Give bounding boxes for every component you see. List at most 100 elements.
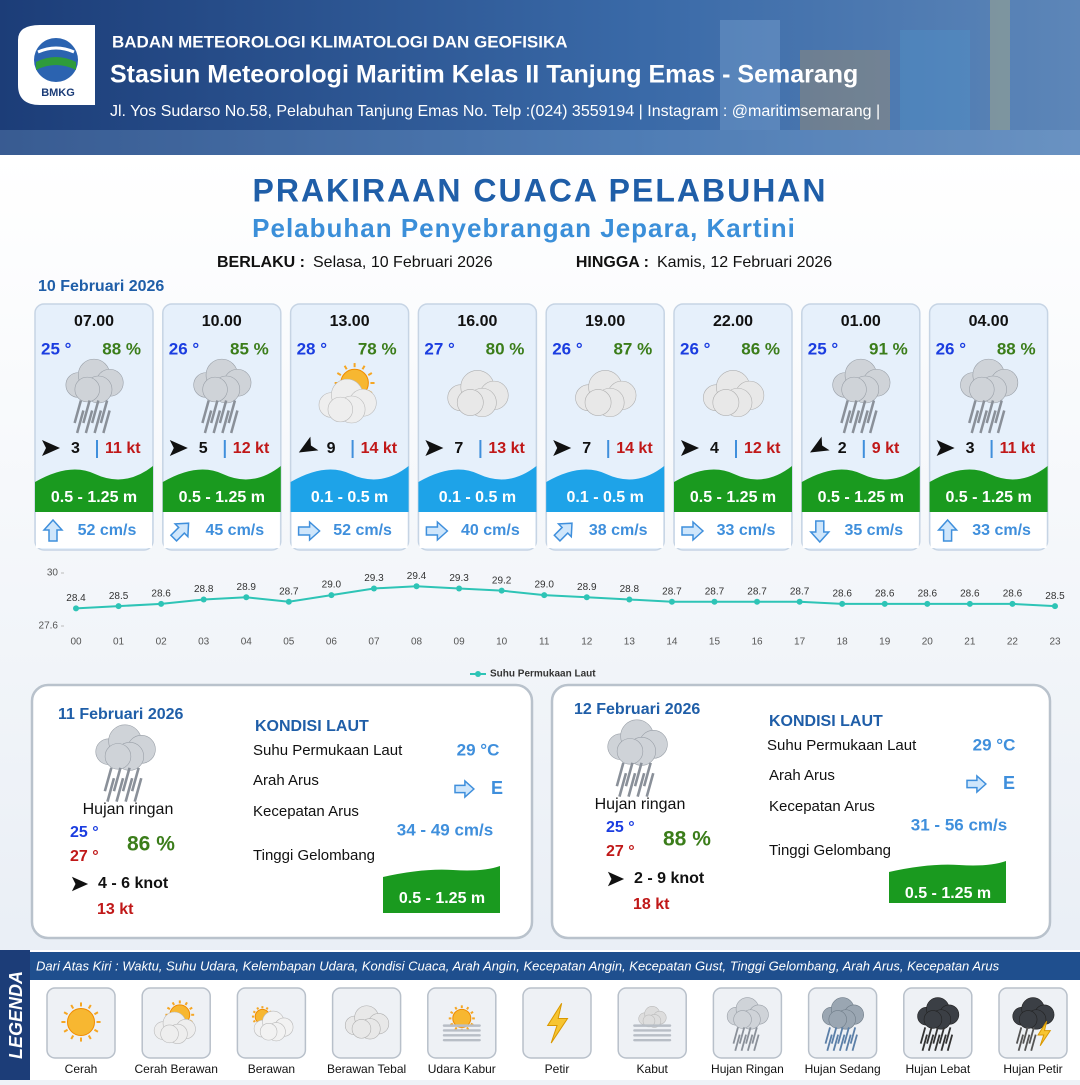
rain-drop <box>996 410 1006 434</box>
cloud-part <box>969 376 995 403</box>
rain-drop <box>970 410 980 434</box>
rain-drop <box>212 410 222 434</box>
air-temp: 26 ° <box>936 339 967 358</box>
wind-speed: 4 <box>710 440 719 457</box>
sun-ray <box>184 1001 188 1006</box>
time: 19.00 <box>585 313 625 330</box>
sea-heading: KONDISI LAUT <box>255 718 369 735</box>
humidity: 86 % <box>741 339 780 358</box>
sst-point <box>200 596 207 603</box>
data-label: 28.7 <box>790 586 810 597</box>
current-arrow <box>966 774 988 794</box>
wind-arrow <box>298 436 319 453</box>
sun-ray <box>63 1028 69 1033</box>
condition: Hujan ringan <box>595 796 686 813</box>
sst-point <box>541 592 548 599</box>
rain-drop <box>738 1027 746 1044</box>
current-arrow <box>169 522 190 542</box>
rain-drop <box>1022 1027 1029 1044</box>
x-tick-label: 05 <box>283 637 295 648</box>
weather-icon <box>442 1005 481 1042</box>
rain-drop <box>115 777 125 802</box>
sun-ray <box>252 1019 256 1023</box>
rain-drop <box>633 762 643 787</box>
legend-label: Berawan <box>248 1062 295 1076</box>
sun-ray <box>343 365 348 370</box>
weather-icon <box>447 370 509 418</box>
sst-point <box>796 598 803 605</box>
from-date: Selasa, 10 Februari 2026 <box>313 254 493 271</box>
sun-ray <box>470 1011 474 1015</box>
sst: 29 °C <box>973 735 1016 754</box>
rain-drop <box>826 1034 833 1052</box>
rain-drop <box>106 777 116 802</box>
wave-height: 0.5 - 1.25 m <box>399 890 485 907</box>
data-label: 28.9 <box>577 582 597 593</box>
temp-max: 27 ° <box>70 848 99 865</box>
wind-range: 4 - 6 knot <box>98 875 169 892</box>
sst-point <box>924 600 931 607</box>
sun-ray <box>466 1006 470 1010</box>
humidity: 88 % <box>102 339 141 358</box>
rain-drop <box>112 767 122 792</box>
day-date: 11 Februari 2026 <box>58 706 184 723</box>
day-date: 10 Februari 2026 <box>38 278 164 295</box>
rain-drop <box>1030 1034 1037 1052</box>
legend-label: Suhu Permukaan Laut <box>490 669 596 680</box>
x-tick-label: 01 <box>113 637 125 648</box>
time: 04.00 <box>969 313 1009 330</box>
data-label: 29.3 <box>364 573 384 584</box>
weather-icon <box>1012 997 1055 1052</box>
cloud-part <box>1018 1010 1038 1029</box>
sun-ray <box>87 1004 92 1010</box>
air-temp: 26 ° <box>169 339 200 358</box>
time: 01.00 <box>841 313 881 330</box>
sst-point <box>370 585 377 592</box>
sst-point <box>115 603 122 610</box>
data-label: 29.4 <box>407 571 427 582</box>
sun-ray <box>63 1011 69 1016</box>
sst-point <box>158 600 165 607</box>
air-temp: 26 ° <box>680 339 711 358</box>
current-speed: 40 cm/s <box>461 522 520 539</box>
humidity: 78 % <box>358 339 397 358</box>
rain-drop <box>130 767 140 792</box>
sun-ray <box>265 1007 269 1010</box>
gust: 14 kt <box>616 440 653 457</box>
sun-ray <box>166 1006 171 1010</box>
rain-drop <box>73 400 83 424</box>
wave-height: 0.5 - 1.25 m <box>690 489 776 506</box>
legend-label: Hujan Petir <box>1003 1062 1062 1076</box>
humidity: 88 % <box>997 339 1036 358</box>
rain-drop <box>82 400 91 424</box>
cloud-part <box>160 1024 179 1044</box>
sst-point <box>243 594 250 601</box>
current-speed-label: Kecepatan Arus <box>769 798 875 815</box>
sun-ray <box>454 1006 458 1010</box>
x-tick-label: 08 <box>411 637 423 648</box>
wave-area <box>546 466 665 512</box>
wind-arrow <box>810 436 830 453</box>
cloud-part <box>104 743 132 770</box>
from-label: BERLAKU : <box>217 254 305 271</box>
wind-arrow <box>681 440 699 456</box>
data-label: 28.6 <box>151 589 171 600</box>
sea-heading: KONDISI LAUT <box>769 713 883 730</box>
sst-point <box>711 598 718 605</box>
rain-drop <box>851 410 861 434</box>
weather-icon <box>318 363 377 424</box>
to-label: HINGGA : <box>576 254 649 271</box>
sun-ray <box>361 365 366 370</box>
sun-ray <box>449 1011 454 1015</box>
weather-icon <box>607 719 668 797</box>
station: Stasiun Meteorologi Maritim Kelas II Tan… <box>110 61 858 89</box>
y-tick-label: 30 <box>47 568 59 579</box>
current-arrow <box>42 518 64 542</box>
x-tick-label: 06 <box>326 637 338 648</box>
x-tick-label: 15 <box>709 637 721 648</box>
air-temp: 27 ° <box>424 339 455 358</box>
current-arrow <box>809 520 831 544</box>
cloud-part <box>456 389 484 416</box>
weather-icon <box>726 997 769 1052</box>
rain-drop <box>201 400 210 424</box>
